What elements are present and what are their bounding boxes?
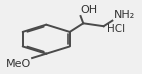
Text: HCl: HCl (107, 24, 125, 34)
Text: MeO: MeO (6, 59, 31, 69)
Text: NH₂: NH₂ (114, 10, 135, 20)
Text: OH: OH (81, 5, 98, 15)
